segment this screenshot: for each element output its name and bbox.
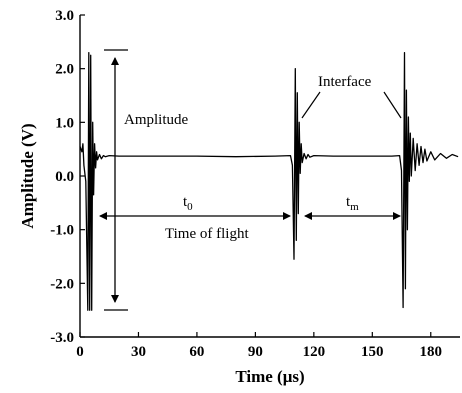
x-tick-label: 150	[361, 344, 384, 360]
x-tick-label: 60	[189, 344, 204, 360]
y-tick-label: 1.0	[55, 115, 74, 131]
series-layer	[79, 51, 459, 311]
y-tick-label: 0.0	[55, 169, 74, 185]
x-tick-label: 90	[248, 344, 263, 360]
interface-pointer-left	[301, 91, 321, 119]
y-tick-label: -3.0	[50, 330, 74, 346]
y-tick-label: 3.0	[55, 8, 74, 24]
tm-main: t	[346, 194, 351, 210]
interface-pointer-right	[383, 91, 402, 119]
y-tick-label: -2.0	[50, 276, 74, 292]
x-tick-label: 30	[131, 344, 146, 360]
ticks-layer: 0 30 60 90 120 150 180 3.0 2.0 1.0 0.0 -1.0 -2.0 -3.0	[50, 8, 442, 360]
y-tick-label: -1.0	[50, 223, 74, 239]
x-axis-title: Time (μs)	[235, 367, 304, 386]
y-tick-label: 2.0	[55, 62, 74, 78]
t0-main: t	[183, 194, 188, 210]
amplitude-label: Amplitude	[124, 112, 189, 128]
signal-line	[79, 51, 459, 311]
t0-label: t0	[183, 194, 193, 213]
tm-subscript: m	[350, 201, 359, 213]
x-tick-label: 180	[420, 344, 443, 360]
y-axis-title: Amplitude (V)	[18, 123, 37, 228]
time-of-flight-label: Time of flight	[165, 226, 249, 242]
tm-label: tm	[346, 194, 359, 213]
interface-label: Interface	[318, 74, 372, 90]
t0-subscript: 0	[187, 201, 193, 213]
x-tick-label: 0	[76, 344, 84, 360]
x-tick-label: 120	[303, 344, 326, 360]
